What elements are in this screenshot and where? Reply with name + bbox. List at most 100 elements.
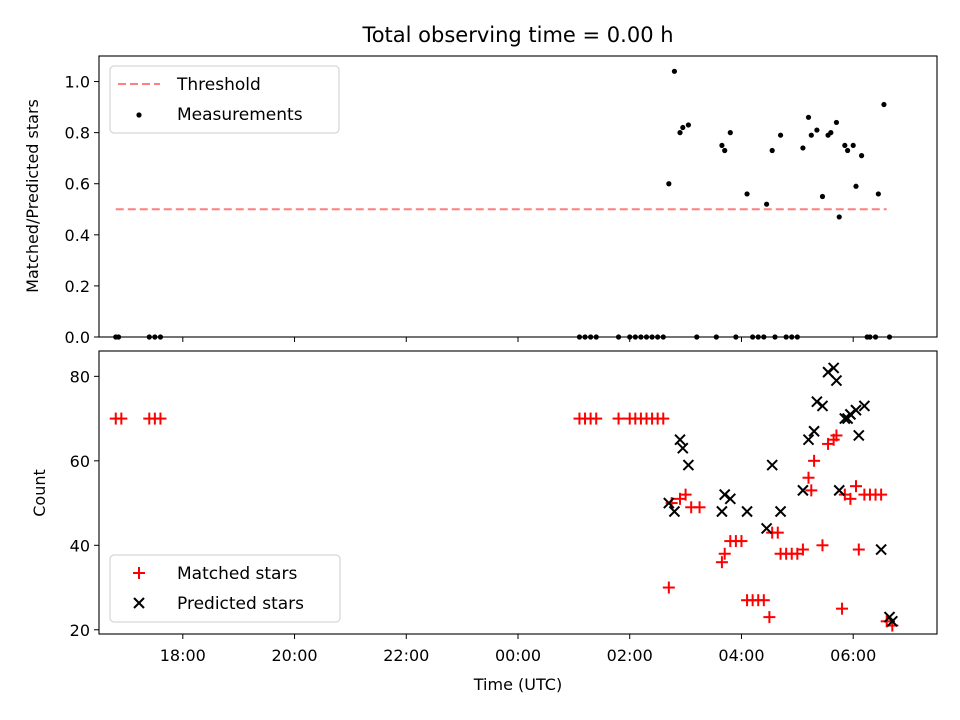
matched-point (830, 429, 843, 442)
cross-stroke-b (766, 459, 778, 471)
measurement-point (836, 214, 842, 220)
cross-stroke-b (830, 374, 843, 387)
predicted-point (858, 400, 871, 412)
x-tick-label: 02:00 (607, 646, 653, 665)
predicted-point (716, 505, 728, 518)
measurement-point (755, 334, 761, 340)
measurement-point (593, 334, 599, 340)
cross-stroke-b (716, 505, 728, 518)
cross-stroke-b (724, 493, 737, 505)
measurement-point (680, 124, 686, 131)
measurement-point (660, 334, 666, 340)
top-y-axis-label: Matched/Predicted stars (23, 99, 42, 293)
cross-stroke-b (853, 429, 865, 442)
x-tick-label: 20:00 (271, 646, 317, 665)
x-tick-label: 06:00 (830, 646, 876, 665)
matched-point (808, 454, 821, 467)
measurement-point (157, 334, 164, 340)
top-y-tick-label: 0.0 (65, 328, 90, 347)
measurement-point (627, 334, 633, 340)
cross-stroke-b (741, 505, 753, 518)
measurement-point (789, 334, 795, 340)
measurement-point (588, 334, 594, 340)
matched-point (718, 547, 731, 560)
matched-point (816, 539, 829, 552)
matched-point (154, 412, 167, 425)
predicted-point (760, 522, 773, 535)
measurement-point (777, 132, 784, 138)
measurement-point (643, 334, 650, 340)
matched-point (693, 501, 706, 514)
measurement-point (744, 191, 750, 197)
measurement-point (845, 147, 851, 154)
measurement-point (677, 130, 683, 136)
matched-point (590, 412, 603, 425)
matched-point (757, 594, 770, 607)
predicted-point (833, 484, 845, 497)
legend-plus-marker (133, 567, 145, 579)
cross-stroke-b (875, 543, 887, 556)
bottom-axes: Count 20 40 60 80 18:00 20:00 22:00 00:00 02:00 0… (30, 350, 938, 665)
x-tick-label: 04:00 (718, 646, 764, 665)
measurement-point (615, 334, 622, 340)
matched-point (662, 581, 675, 594)
matched-point (679, 488, 692, 501)
measurement-point (582, 334, 588, 340)
measurement-point (872, 334, 879, 340)
predicted-point (774, 505, 787, 518)
predicted-point (850, 404, 862, 416)
measurement-point (833, 119, 840, 126)
measurement-point (666, 181, 672, 187)
predicted-point (741, 505, 753, 518)
measurement-point (761, 334, 767, 340)
measurement-point (694, 334, 700, 340)
matched-point (805, 484, 818, 497)
measurement-point (783, 334, 789, 340)
measurement-point (886, 334, 893, 340)
predicted-point (797, 484, 809, 497)
measurement-point (576, 334, 583, 340)
measurement-point (819, 193, 826, 200)
predicted-point (853, 429, 865, 442)
measurement-point (146, 334, 152, 340)
matched-point (763, 611, 776, 624)
top-legend: Threshold Measurements (109, 65, 340, 134)
legend-measurement-swatch (136, 112, 142, 118)
predicted-point (802, 433, 815, 446)
matched-point (715, 556, 728, 569)
measurement-point (750, 334, 756, 340)
legend-matched-label: Matched stars (177, 564, 297, 584)
measurement-point (808, 132, 814, 138)
cross-stroke-b (682, 459, 695, 471)
matched-point (836, 602, 849, 615)
measurement-point (800, 145, 806, 151)
predicted-point (808, 425, 820, 437)
measurement-point (764, 201, 770, 207)
top-y-tick-label: 0.8 (65, 124, 90, 143)
measurement-point (769, 147, 775, 154)
measurement-point (853, 183, 859, 189)
matched-point (875, 488, 888, 501)
cross-stroke-b (774, 505, 787, 518)
bottom-y-tick-label: 40 (70, 536, 90, 555)
cross-stroke-b (883, 611, 896, 623)
cross-stroke-b (663, 497, 675, 509)
matched-point (844, 492, 857, 505)
measurement-point (649, 334, 655, 340)
cross-stroke-b (850, 404, 862, 416)
cross-stroke-b (827, 362, 840, 374)
top-y-tick-label: 0.4 (65, 226, 90, 245)
predicted-point (766, 459, 778, 471)
measurement-point (719, 142, 725, 149)
matched-point (796, 543, 809, 556)
cross-stroke-b (886, 615, 899, 628)
cross-stroke-b (760, 522, 773, 535)
cross-stroke-b (797, 484, 809, 497)
measurement-point (152, 334, 158, 340)
cross-stroke-b (677, 442, 689, 454)
measurement-point (713, 334, 719, 340)
top-y-tick-label: 0.6 (65, 175, 90, 194)
legend-cross-marker (133, 597, 145, 609)
matched-point (849, 480, 862, 493)
